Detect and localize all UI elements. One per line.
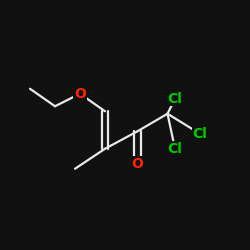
Text: Cl: Cl — [168, 92, 182, 106]
Text: Cl: Cl — [168, 142, 182, 156]
Text: O: O — [74, 87, 86, 101]
Text: Cl: Cl — [192, 127, 208, 141]
Text: O: O — [132, 157, 143, 171]
